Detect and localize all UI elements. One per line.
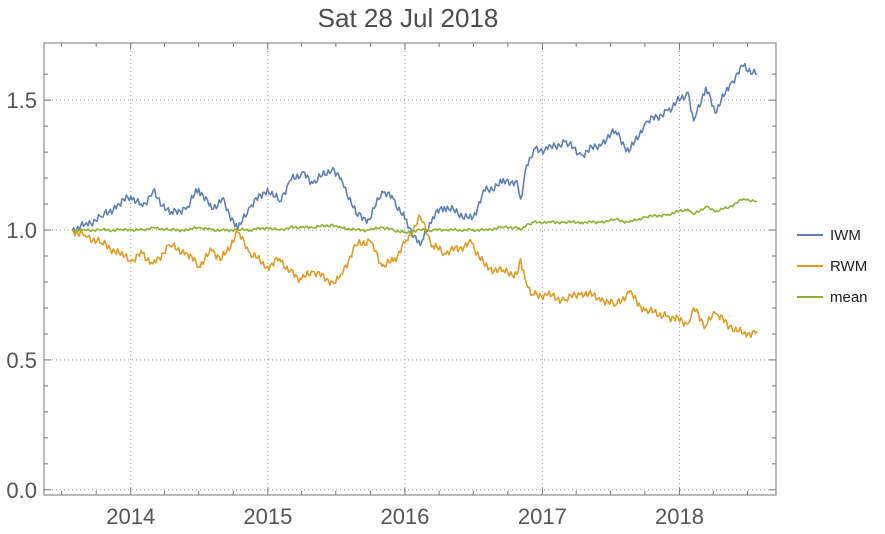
axis-ticks: 2014 2015 2016 2017 2018 0.0 0.5 1.0 1.5	[6, 43, 776, 529]
grid	[44, 43, 776, 495]
y-tick-label: 0.0	[6, 478, 37, 503]
x-tick-label: 2015	[243, 504, 292, 529]
series-line-mean	[71, 198, 758, 234]
y-tick-label: 0.5	[6, 348, 37, 373]
x-tick-label: 2016	[380, 504, 429, 529]
x-tick-label: 2017	[518, 504, 567, 529]
plot-frame	[43, 42, 777, 496]
x-tick-label: 2018	[655, 504, 704, 529]
chart-title: Sat 28 Jul 2018	[318, 3, 499, 33]
y-tick-label: 1.5	[6, 88, 37, 113]
series-line-iwm	[71, 62, 758, 247]
legend-label-iwm: IWM	[830, 227, 861, 244]
legend-label-mean: mean	[830, 289, 868, 306]
legend: IWM RWM mean	[797, 227, 868, 306]
series-line-rwm	[71, 214, 758, 339]
legend-label-rwm: RWM	[830, 258, 867, 275]
y-tick-label: 1.0	[6, 218, 37, 243]
x-tick-label: 2014	[106, 504, 155, 529]
series-lines	[71, 62, 758, 339]
